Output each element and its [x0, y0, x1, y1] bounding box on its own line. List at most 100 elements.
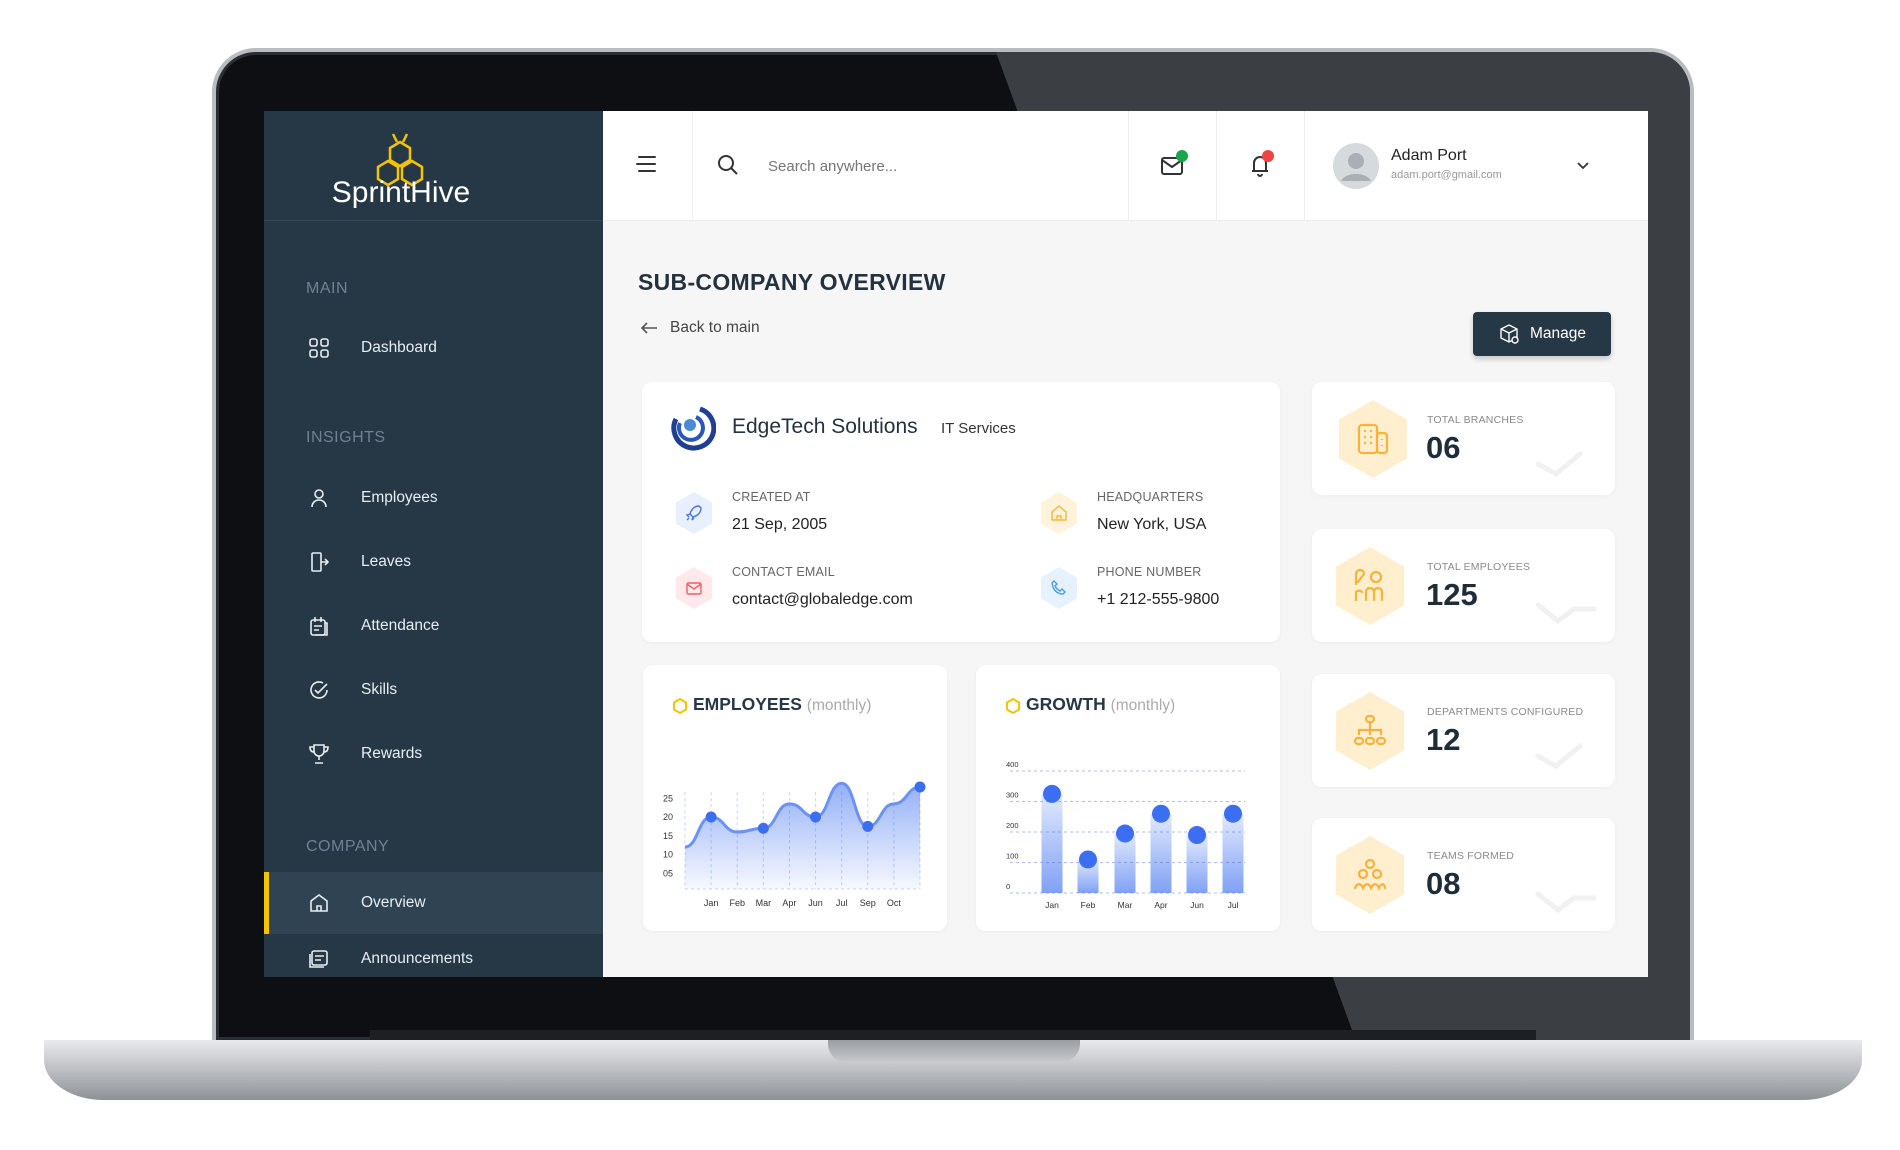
stat-card-teams[interactable]: TEAMS FORMED 08 [1312, 818, 1615, 931]
y-tick-label: 0 [1006, 882, 1010, 891]
user-email: adam.port@gmail.com [1391, 169, 1502, 181]
sidebar-item-label: Leaves [361, 553, 411, 570]
phone-icon [1041, 567, 1077, 609]
user-menu[interactable]: Adam Port adam.port@gmail.com [1333, 141, 1623, 191]
manage-label: Manage [1529, 325, 1586, 342]
messages-button[interactable] [1158, 149, 1190, 181]
trophy-icon [309, 744, 329, 764]
section-label-main: MAIN [306, 280, 348, 297]
stat-label: TOTAL BRANCHES [1427, 414, 1524, 426]
data-point [810, 811, 822, 823]
org-chart-icon [1336, 692, 1404, 770]
mail-icon [676, 567, 712, 609]
chart-subtitle: (monthly) [1110, 697, 1176, 714]
sidebar-item-announcements[interactable]: Announcements [264, 934, 603, 977]
hamburger-menu-icon[interactable] [636, 154, 658, 174]
mail-icon [1161, 150, 1188, 175]
bar-cap-point [1116, 824, 1134, 843]
search-input[interactable] [768, 151, 1048, 181]
sidebar-item-overview[interactable]: Overview [264, 872, 603, 934]
stat-card-departments[interactable]: DEPARTMENTS CONFIGURED 12 [1312, 674, 1615, 787]
stat-card-employees[interactable]: TOTAL EMPLOYEES 125 [1312, 529, 1615, 642]
sidebar-item-employees[interactable]: Employees [264, 473, 603, 523]
sidebar-item-label: Dashboard [361, 339, 437, 356]
y-tick-label: 25 [663, 793, 673, 803]
section-label-company: COMPANY [306, 838, 390, 855]
company-info-card: EdgeTech Solutions IT Services CREATED A… [642, 382, 1280, 642]
data-point [862, 820, 874, 832]
company-logo [671, 406, 716, 451]
sidebar-item-label: Skills [361, 681, 398, 698]
divider [1304, 111, 1305, 221]
x-tick-label: Mar [756, 898, 772, 908]
team-icon [1336, 836, 1404, 914]
manage-button[interactable]: Manage [1473, 312, 1611, 356]
x-tick-label: Feb [1081, 900, 1096, 910]
field-label: HEADQUARTERS [1097, 490, 1204, 504]
x-tick-label: Jun [1190, 900, 1204, 910]
sidebar-item-label: Overview [361, 894, 426, 911]
back-label: Back to main [670, 319, 760, 336]
app-screen: SprintHive MAIN Dashboard INSIGHTS Emplo… [264, 111, 1648, 977]
svg-text:SprintHive: SprintHive [332, 176, 470, 209]
x-tick-label: Jun [808, 898, 823, 908]
laptop-notch [828, 1040, 1080, 1062]
trend-sparkline-icon [1535, 743, 1583, 770]
bar-cap-point [1079, 850, 1097, 869]
sidebar-item-label: Employees [361, 489, 438, 506]
search-icon[interactable] [716, 153, 740, 177]
sidebar-item-rewards[interactable]: Rewards [264, 729, 603, 779]
sidebar-item-dashboard[interactable]: Dashboard [264, 323, 603, 373]
notifications-button[interactable] [1246, 149, 1278, 181]
arrow-left-icon [640, 322, 657, 334]
sidebar-item-attendance[interactable]: Attendance [264, 601, 603, 651]
stat-label: DEPARTMENTS CONFIGURED [1427, 706, 1584, 718]
field-label: PHONE NUMBER [1097, 565, 1202, 579]
box-settings-icon [1500, 324, 1519, 344]
x-tick-label: Apr [1154, 900, 1167, 910]
stat-label: TEAMS FORMED [1427, 850, 1514, 862]
area-fill [685, 783, 920, 889]
x-tick-label: Jan [704, 898, 719, 908]
y-tick-label: 400 [1006, 760, 1019, 769]
y-tick-label: 200 [1006, 821, 1019, 830]
x-tick-label: Jan [1045, 900, 1059, 910]
divider [692, 111, 693, 221]
bar [1186, 835, 1208, 893]
announcement-icon [309, 950, 328, 968]
growth-chart-card: GROWTH (monthly) 0 100 200 300 400 Jan Feb Mar A… [976, 665, 1280, 931]
chart-title: GROWTH (monthly) [1026, 694, 1176, 714]
field-value: 21 Sep, 2005 [732, 516, 828, 533]
hexagon-bullet-icon [673, 698, 687, 714]
field-value: contact@globaledge.com [732, 591, 913, 608]
top-header: Adam Port adam.port@gmail.com [603, 111, 1648, 221]
employees-area-chart: Jan Feb Mar Apr Jun Jul Sep Oct 05 10 15 20 25 [663, 781, 926, 908]
stat-card-branches[interactable]: TOTAL BRANCHES 06 [1312, 382, 1615, 495]
page-title: SUB-COMPANY OVERVIEW [638, 269, 946, 295]
stat-value: 08 [1426, 866, 1461, 901]
building-icon [1339, 400, 1407, 478]
data-point [757, 822, 769, 834]
y-tick-label: 300 [1006, 791, 1019, 800]
y-tick-label: 10 [663, 850, 673, 860]
back-to-main-link[interactable]: Back to main [640, 319, 760, 337]
sidebar-item-label: Rewards [361, 745, 423, 762]
rocket-icon [676, 492, 712, 534]
company-name: EdgeTech Solutions [732, 415, 918, 438]
sidebar-item-label: Announcements [361, 950, 474, 967]
skill-check-icon [310, 681, 328, 699]
y-tick-label: 20 [663, 812, 673, 822]
stat-value: 06 [1426, 430, 1461, 465]
brand-logo[interactable]: SprintHive [264, 111, 603, 221]
bell-icon [1252, 150, 1274, 177]
sidebar-item-leaves[interactable]: Leaves [264, 537, 603, 587]
bar [1041, 793, 1063, 893]
people-icon [1336, 547, 1404, 625]
employees-chart-card: EMPLOYEES (monthly) Jan Feb Mar Apr Jun Jul Se… [643, 665, 947, 931]
stat-label: TOTAL EMPLOYEES [1427, 561, 1531, 573]
bar [1222, 813, 1244, 893]
sidebar: SprintHive MAIN Dashboard INSIGHTS Emplo… [264, 111, 603, 977]
bar [1114, 833, 1136, 893]
sidebar-item-skills[interactable]: Skills [264, 665, 603, 715]
x-tick-label: Jul [836, 898, 848, 908]
